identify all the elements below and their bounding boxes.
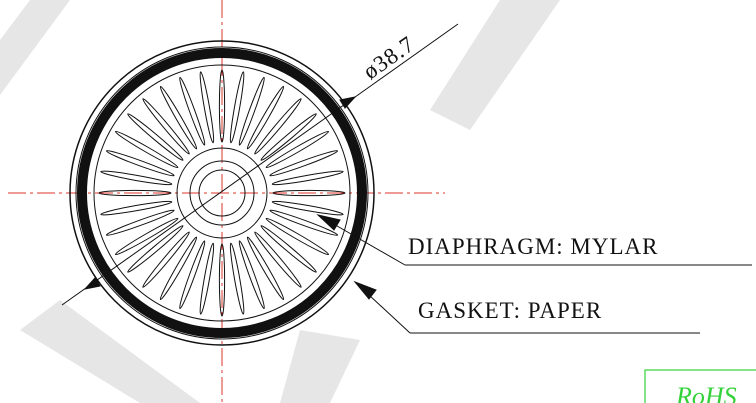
spoke	[114, 129, 179, 170]
spoke	[228, 243, 246, 315]
spoke	[198, 243, 216, 315]
spoke	[265, 129, 330, 170]
spoke	[198, 71, 216, 143]
speaker-drawing: ø38.7 DIAPHRAGM: MYLAR GASKET: PAPER RoH…	[0, 0, 756, 403]
spoke	[269, 148, 338, 178]
spoke	[106, 208, 175, 238]
spoke	[126, 224, 184, 274]
spoke	[106, 148, 175, 178]
dimension-label: ø38.7	[359, 31, 420, 84]
badge: RoHS	[675, 382, 737, 403]
spoke	[177, 77, 207, 146]
spoke	[265, 216, 330, 257]
diaphragm-label: DIAPHRAGM: MYLAR	[408, 234, 659, 259]
arrow	[318, 215, 340, 230]
gasket-label: GASKET: PAPER	[418, 298, 602, 323]
spoke	[100, 199, 172, 217]
spoke	[158, 85, 199, 150]
spoke	[177, 240, 207, 309]
spoke	[259, 224, 317, 274]
spoke	[237, 77, 267, 146]
spoke	[259, 112, 317, 162]
spoke	[158, 236, 199, 301]
spoke	[237, 240, 267, 309]
spoke	[253, 97, 303, 155]
arrow	[355, 282, 376, 299]
spoke	[141, 230, 191, 288]
spoke	[245, 85, 286, 150]
spoke	[114, 216, 179, 257]
spoke	[100, 169, 172, 187]
spoke	[228, 71, 246, 143]
dimension	[62, 24, 458, 305]
spoke	[272, 199, 344, 217]
spoke	[245, 236, 286, 301]
spoke	[253, 230, 303, 288]
spoke	[272, 169, 344, 187]
spoke	[126, 112, 184, 162]
spoke	[141, 97, 191, 155]
